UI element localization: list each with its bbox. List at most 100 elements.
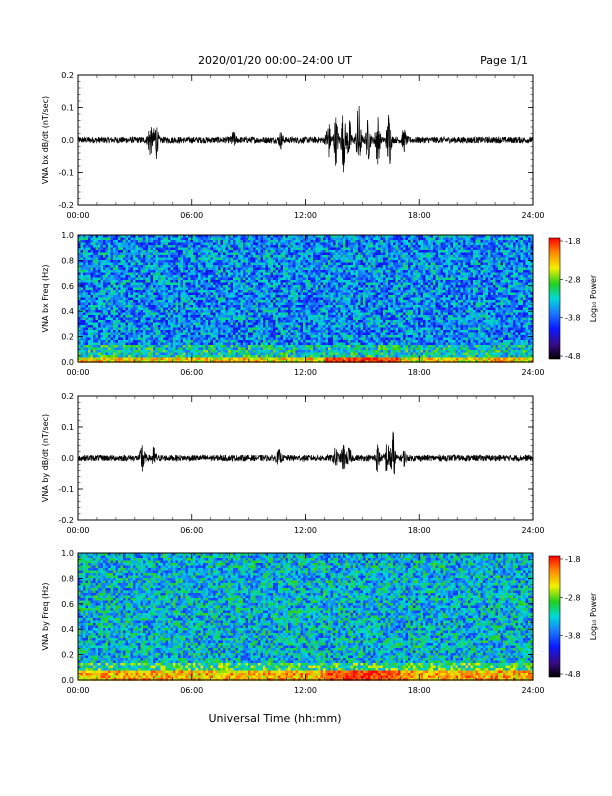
spectrogram-cell xyxy=(133,260,136,263)
spectrogram-cell xyxy=(163,290,166,293)
spectrogram-cell xyxy=(211,258,214,261)
spectrogram-cell xyxy=(188,343,191,346)
spectrogram-cell xyxy=(291,243,294,246)
spectrogram-cell xyxy=(163,295,166,298)
spectrogram-cell xyxy=(218,308,221,311)
spectrogram-cell xyxy=(268,355,271,358)
spectrogram-cell xyxy=(283,318,286,321)
spectrogram-cell xyxy=(101,283,104,286)
spectrogram-cell xyxy=(258,263,261,266)
spectrogram-cell xyxy=(118,248,121,251)
spectrogram-cell xyxy=(201,270,204,273)
spectrogram-cell xyxy=(88,323,91,326)
spectrogram-cell xyxy=(303,265,306,268)
y-tick-label: -0.1 xyxy=(58,169,74,178)
spectrogram-cell xyxy=(201,250,204,253)
spectrogram-cell xyxy=(226,350,229,353)
spectrogram-cell xyxy=(196,258,199,261)
spectrogram-cell xyxy=(276,305,279,308)
spectrogram-cell xyxy=(193,243,196,246)
spectrogram-cell xyxy=(108,270,111,273)
spectrogram-cell xyxy=(266,328,269,331)
spectrogram-cell xyxy=(86,320,89,323)
spectrogram-cell xyxy=(283,255,286,258)
spectrogram-cell xyxy=(176,313,179,316)
spectrogram-cell xyxy=(108,330,111,333)
spectrogram-cell xyxy=(161,358,164,361)
spectrogram-cell xyxy=(213,245,216,248)
spectrogram-cell xyxy=(111,250,114,253)
spectrogram-cell xyxy=(261,238,264,241)
x-tick-label: 12:00 xyxy=(294,211,317,220)
spectrogram-cell xyxy=(211,270,214,273)
spectrogram-cell xyxy=(271,348,274,351)
spectrogram-cell xyxy=(288,258,291,261)
spectrogram-cell xyxy=(136,268,139,271)
spectrogram-cell xyxy=(153,318,156,321)
spectrogram-cell xyxy=(198,358,201,361)
spectrogram-cell xyxy=(203,243,206,246)
spectrogram-cell xyxy=(276,340,279,343)
spectrogram-cell xyxy=(93,260,96,263)
spectrogram-cell xyxy=(151,328,154,331)
spectrogram-cell xyxy=(308,253,311,256)
spectrogram-cell xyxy=(201,353,204,356)
spectrogram-cell xyxy=(236,335,239,338)
spectrogram-cell xyxy=(181,280,184,283)
spectrogram-cell xyxy=(203,303,206,306)
spectrogram-cell xyxy=(233,255,236,258)
spectrogram-cell xyxy=(88,293,91,296)
spectrogram-cell xyxy=(188,353,191,356)
spectrogram-cell xyxy=(133,238,136,241)
spectrogram-cell xyxy=(263,240,266,243)
spectrogram-cell xyxy=(198,240,201,243)
spectrogram-cell xyxy=(188,270,191,273)
spectrogram-cell xyxy=(106,353,109,356)
spectrogram-cell xyxy=(271,260,274,263)
spectrogram-cell xyxy=(248,353,251,356)
spectrogram-cell xyxy=(121,258,124,261)
spectrogram-cell xyxy=(116,310,119,313)
spectrogram-cell xyxy=(163,273,166,276)
spectrogram-cell xyxy=(186,325,189,328)
spectrogram-cell xyxy=(243,258,246,261)
spectrogram-cell xyxy=(313,348,316,351)
spectrogram-cell xyxy=(241,253,244,256)
spectrogram-cell xyxy=(228,330,231,333)
spectrogram-cell xyxy=(248,250,251,253)
spectrogram-cell xyxy=(88,333,91,336)
spectrogram-cell xyxy=(176,265,179,268)
spectrogram-cell xyxy=(186,333,189,336)
spectrogram-cell xyxy=(293,335,296,338)
spectrogram-cell xyxy=(126,253,129,256)
spectrogram-cell xyxy=(146,335,149,338)
spectrogram-cell xyxy=(243,280,246,283)
spectrogram-cell xyxy=(151,255,154,258)
spectrogram-cell xyxy=(293,300,296,303)
spectrogram-cell xyxy=(128,278,131,281)
spectrogram-cell xyxy=(166,295,169,298)
spectrogram-cell xyxy=(111,333,114,336)
spectrogram-cell xyxy=(171,335,174,338)
spectrogram-cell xyxy=(286,305,289,308)
spectrogram-cell xyxy=(203,265,206,268)
spectrogram-cell xyxy=(218,268,221,271)
spectrogram-cell xyxy=(186,240,189,243)
spectrogram-cell xyxy=(276,303,279,306)
spectrogram-cell xyxy=(288,313,291,316)
spectrogram-cell xyxy=(113,263,116,266)
spectrogram-cell xyxy=(83,275,86,278)
spectrogram-cell xyxy=(83,345,86,348)
spectrogram-cell xyxy=(123,255,126,258)
spectrogram-cell xyxy=(83,253,86,256)
spectrogram-cell xyxy=(291,255,294,258)
spectrogram-cell xyxy=(113,318,116,321)
spectrogram-cell xyxy=(183,288,186,291)
spectrogram-cell xyxy=(156,345,159,348)
spectrogram-cell xyxy=(153,278,156,281)
spectrogram-cell xyxy=(118,325,121,328)
spectrogram-cell xyxy=(223,310,226,313)
spectrogram-cell xyxy=(123,310,126,313)
spectrogram-cell xyxy=(116,275,119,278)
spectrogram-cell xyxy=(126,315,129,318)
